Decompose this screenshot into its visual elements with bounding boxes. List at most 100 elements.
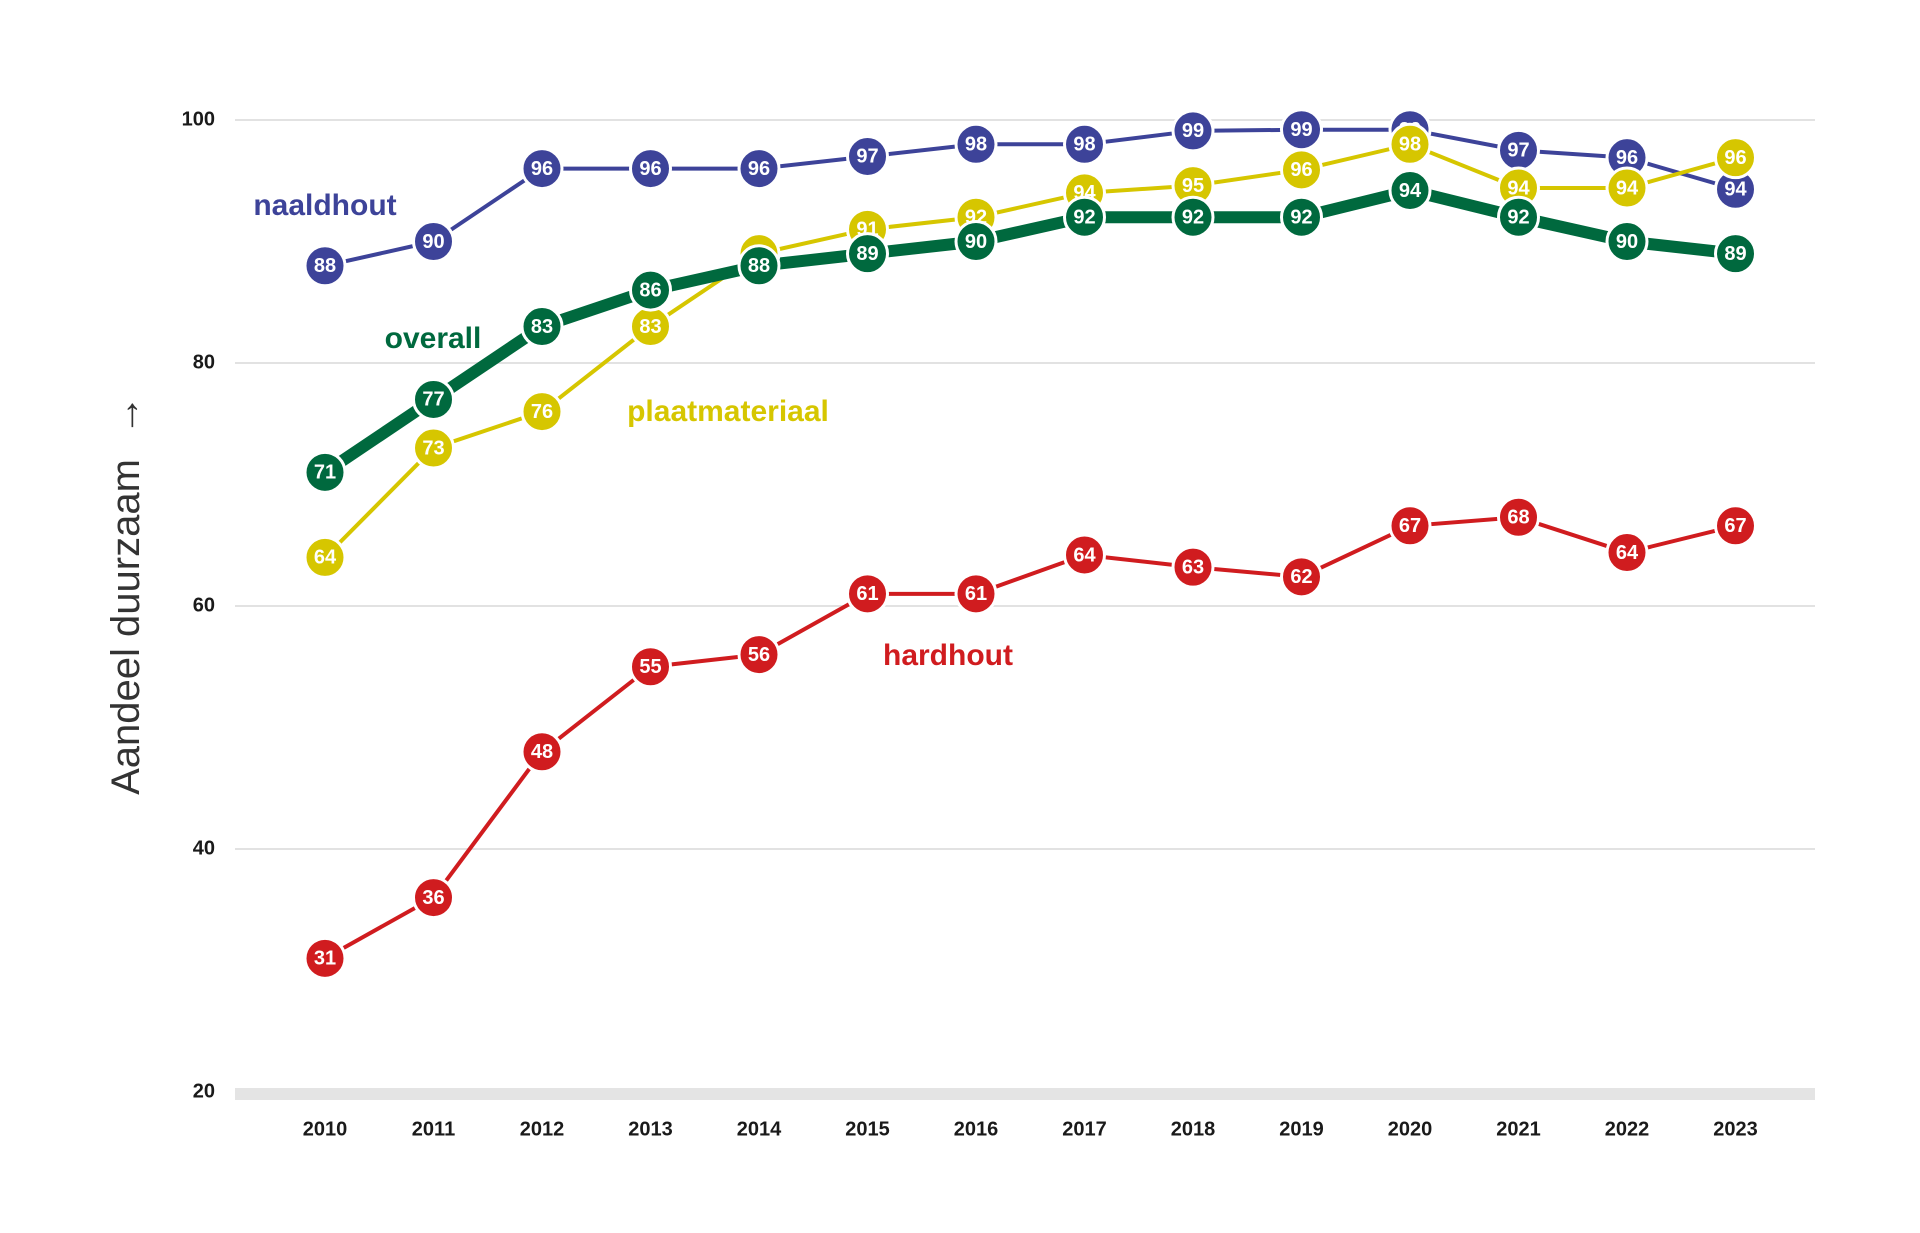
data-label-overall: 92 [1507,206,1529,228]
data-point-naaldhout: 90 [412,220,455,263]
data-label-naaldhout: 99 [1290,119,1312,141]
data-point-hardhout: 36 [412,876,455,920]
data-point-overall: 86 [629,268,672,312]
x-tick-label: 2018 [1171,1118,1216,1140]
data-label-plaatmateriaal: 94 [1507,177,1530,199]
data-marker-hardhout [1714,504,1757,548]
data-point-hardhout: 64 [1605,531,1649,575]
data-marker-overall [954,220,998,263]
data-point-naaldhout: 96 [520,147,564,191]
series-lines [319,127,1742,961]
data-point-naaldhout: 96 [629,147,672,191]
data-marker-plaatmateriaal [1605,166,1649,210]
data-label-overall: 92 [1182,206,1204,228]
data-marker-plaatmateriaal [412,426,455,470]
data-marker-overall [520,305,564,349]
data-marker-naaldhout [303,244,347,288]
data-label-plaatmateriaal: 95 [1182,175,1204,197]
data-point-hardhout: 68 [1497,495,1540,539]
data-marker-hardhout [1388,504,1432,548]
data-label-overall: 71 [314,462,336,484]
data-point-overall: 77 [412,377,455,421]
data-point-plaatmateriaal: 96 [1280,148,1323,192]
data-marker-hardhout [1280,555,1323,599]
data-point-hardhout: 67 [1388,504,1432,548]
data-point-naaldhout: 98 [954,122,998,166]
data-point-hardhout: 63 [1171,545,1215,589]
x-tick-label: 2010 [303,1118,348,1140]
data-label-naaldhout: 96 [748,158,770,180]
x-tick-label: 2012 [520,1118,565,1140]
series-name-naaldhout: naaldhout [253,189,396,222]
y-axis-arrow: → [104,395,148,435]
data-point-overall: 89 [846,232,889,276]
y-axis-label: Aandeel duurzaam → [104,395,148,795]
y-tick-label: 40 [193,837,215,859]
y-tick-label: 60 [193,594,215,616]
series-points: 8890969696979898999999979694647376838991… [303,108,1757,980]
data-label-overall: 90 [965,231,987,253]
data-label-overall: 83 [531,316,553,338]
data-marker-overall [1605,220,1649,263]
data-label-hardhout: 55 [639,656,661,678]
data-point-naaldhout: 99 [1171,109,1215,153]
data-point-hardhout: 61 [954,572,998,616]
data-marker-naaldhout [412,220,455,263]
data-point-hardhout: 67 [1714,504,1757,548]
x-tick-label: 2020 [1388,1118,1433,1140]
data-point-hardhout: 61 [846,572,889,616]
grid-lines [235,119,1815,1100]
data-point-naaldhout: 98 [1063,122,1106,166]
x-tick-label: 2011 [412,1118,455,1140]
data-label-plaatmateriaal: 98 [1399,134,1421,156]
data-point-overall: 92 [1497,195,1540,239]
data-marker-naaldhout [629,147,672,191]
data-marker-hardhout [737,633,781,677]
data-label-naaldhout: 97 [1507,140,1529,162]
data-marker-plaatmateriaal [303,535,347,579]
data-point-plaatmateriaal: 73 [412,426,455,470]
data-point-naaldhout: 99 [1280,108,1323,152]
data-marker-overall [1280,195,1323,239]
x-tick-label: 2013 [628,1118,673,1140]
data-marker-plaatmateriaal [520,390,564,434]
data-marker-hardhout [629,645,672,689]
data-marker-hardhout [520,730,564,774]
data-marker-naaldhout [1171,109,1215,153]
data-point-overall: 71 [303,450,347,494]
data-point-naaldhout: 88 [303,244,347,288]
data-label-plaatmateriaal: 96 [1724,147,1746,169]
data-marker-naaldhout [520,147,564,191]
data-label-overall: 86 [639,279,661,301]
data-point-plaatmateriaal: 76 [520,390,564,434]
data-point-hardhout: 64 [1063,533,1106,577]
data-point-hardhout: 55 [629,645,672,689]
data-marker-naaldhout [954,122,998,166]
data-point-overall: 89 [1714,232,1757,276]
data-marker-plaatmateriaal [1280,148,1323,192]
data-label-hardhout: 56 [748,644,770,666]
series-labels: naaldhout plaatmateriaal overall hardhout [253,189,1013,672]
data-marker-overall [1388,168,1432,212]
data-label-overall: 77 [422,389,444,411]
x-tick-label: 2022 [1605,1118,1650,1140]
y-tick-label: 100 [182,108,215,130]
data-point-overall: 90 [954,220,998,263]
axes: Aandeel duurzaam → 20 40 60 80 100 2010 2011 201… [104,108,1758,1140]
series-name-hardhout: hardhout [883,639,1013,672]
data-point-overall: 94 [1388,168,1432,212]
data-marker-overall [412,377,455,421]
data-marker-naaldhout [846,134,889,178]
x-tick-label: 2015 [845,1118,890,1140]
data-marker-hardhout [1497,495,1540,539]
data-label-plaatmateriaal: 96 [1290,159,1312,181]
data-label-hardhout: 67 [1399,515,1421,537]
data-label-overall: 94 [1399,180,1422,202]
data-point-overall: 92 [1171,195,1215,239]
data-label-hardhout: 48 [531,741,553,763]
data-label-naaldhout: 96 [1616,147,1638,169]
data-label-overall: 92 [1290,206,1312,228]
data-point-hardhout: 56 [737,633,781,677]
series-name-plaatmateriaal: plaatmateriaal [627,395,829,428]
